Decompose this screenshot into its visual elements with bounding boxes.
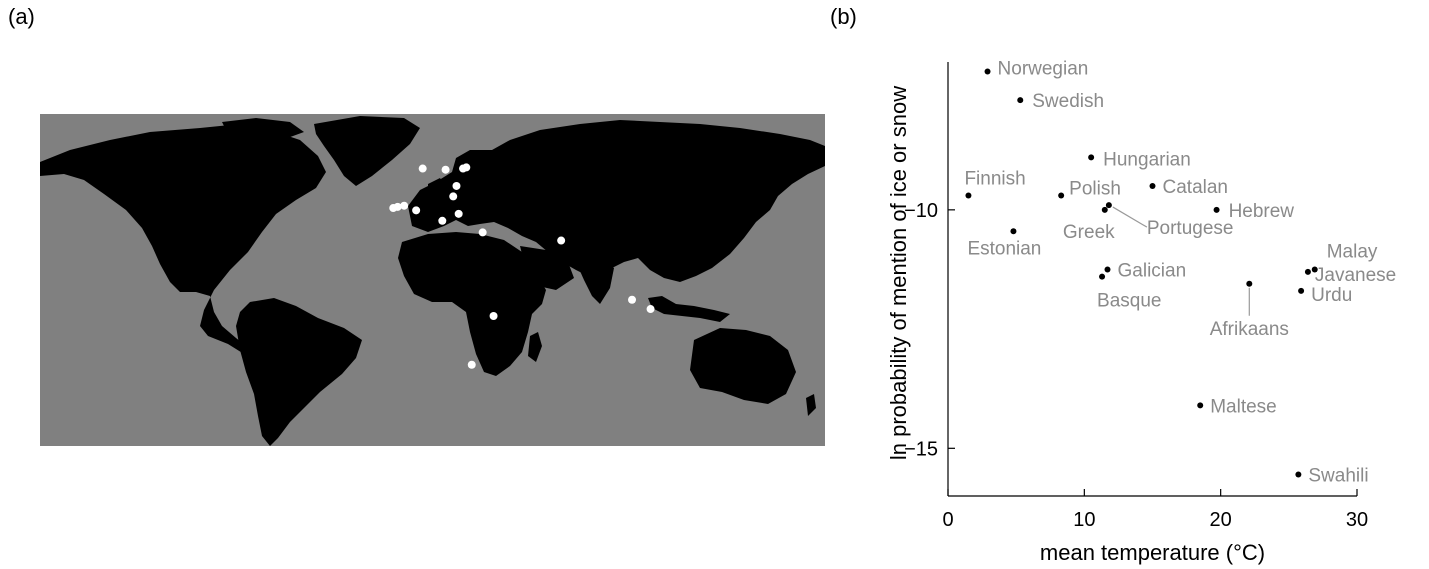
- land-north-america: [40, 124, 326, 358]
- land-india: [576, 258, 614, 304]
- point-labels: Norwegian Swedish Hungarian Finnish Polish Ca…: [964, 59, 1396, 487]
- map-marker: [478, 228, 487, 237]
- leader-line: [1112, 206, 1148, 228]
- map-marker: [459, 164, 468, 173]
- point-label: Swedish: [1032, 91, 1104, 112]
- map-marker: [489, 311, 498, 320]
- map-marker: [438, 216, 447, 225]
- land-arctic-islands: [222, 118, 304, 142]
- y-tick-label: −15: [904, 438, 938, 460]
- map-marker: [452, 181, 461, 190]
- land-eurasia: [408, 120, 825, 282]
- land-new-zealand: [806, 394, 816, 416]
- data-point: [1088, 154, 1095, 161]
- land-australia: [690, 328, 796, 404]
- x-tick-label: 20: [1210, 509, 1232, 531]
- point-label: Estonian: [967, 238, 1041, 259]
- point-label: Catalan: [1163, 177, 1229, 198]
- y-axis-ticks: −10 −15: [904, 200, 955, 460]
- data-point: [1010, 228, 1017, 235]
- map-land: [40, 116, 825, 446]
- y-tick-label: −10: [904, 200, 938, 222]
- x-tick-label: 10: [1073, 509, 1095, 531]
- map-marker: [412, 206, 421, 215]
- point-label: Swahili: [1308, 466, 1368, 487]
- point-label: Norwegian: [998, 59, 1089, 80]
- map-marker: [628, 295, 637, 304]
- map-markers: [389, 163, 655, 369]
- land-great-britain: [428, 178, 446, 206]
- x-axis-ticks: 0 10 20 30: [942, 489, 1368, 531]
- point-label: Greek: [1063, 222, 1115, 243]
- land-greenland: [314, 116, 420, 186]
- point-label: Hebrew: [1229, 201, 1295, 222]
- point-label: Afrikaans: [1210, 319, 1289, 340]
- data-point: [1104, 266, 1111, 273]
- point-label: Polish: [1069, 179, 1121, 200]
- point-label: Urdu: [1311, 285, 1352, 306]
- data-points: [965, 68, 1318, 478]
- map-marker: [557, 236, 566, 245]
- data-point: [1304, 268, 1311, 275]
- data-point: [1101, 206, 1108, 213]
- point-label: Portugese: [1147, 218, 1234, 239]
- map-marker: [418, 164, 427, 173]
- land-japan: [736, 200, 752, 230]
- data-point: [1058, 192, 1065, 199]
- map-marker: [449, 192, 458, 201]
- data-point: [1105, 202, 1112, 209]
- data-point: [1099, 273, 1106, 280]
- data-point: [1298, 287, 1305, 294]
- land-indonesia: [648, 296, 730, 322]
- land-arabia: [520, 246, 574, 290]
- data-point: [1197, 402, 1204, 409]
- point-label: Javanese: [1315, 265, 1396, 286]
- data-point: [1246, 280, 1253, 287]
- data-point: [1213, 206, 1220, 213]
- map-marker: [454, 209, 463, 218]
- point-label: Galician: [1118, 260, 1187, 281]
- panel-b-label: (b): [830, 4, 857, 29]
- data-point: [1295, 471, 1302, 478]
- point-label: Maltese: [1210, 396, 1277, 417]
- map-marker: [441, 165, 450, 174]
- panel-a-label: (a): [8, 4, 35, 29]
- x-tick-label: 30: [1346, 509, 1368, 531]
- map-marker: [467, 360, 476, 369]
- data-point: [965, 192, 972, 199]
- map-marker: [393, 202, 402, 211]
- point-label: Malay: [1327, 241, 1378, 262]
- leader-lines: [1112, 206, 1250, 316]
- land-madagascar: [528, 332, 542, 362]
- data-point: [1149, 183, 1156, 189]
- point-label: Hungarian: [1103, 149, 1191, 170]
- land-south-america: [236, 298, 362, 446]
- x-tick-label: 0: [942, 509, 953, 531]
- point-label: Basque: [1097, 291, 1161, 312]
- x-axis-title: mean temperature (°C): [1040, 540, 1265, 565]
- map-marker: [646, 305, 655, 314]
- map-marker: [400, 201, 409, 210]
- land-africa: [398, 232, 546, 376]
- data-point: [1311, 266, 1318, 273]
- data-point: [984, 68, 991, 75]
- data-point: [1017, 97, 1024, 104]
- y-axis-title: ln probability of mention of ice or snow: [886, 86, 911, 460]
- point-label: Finnish: [964, 169, 1025, 190]
